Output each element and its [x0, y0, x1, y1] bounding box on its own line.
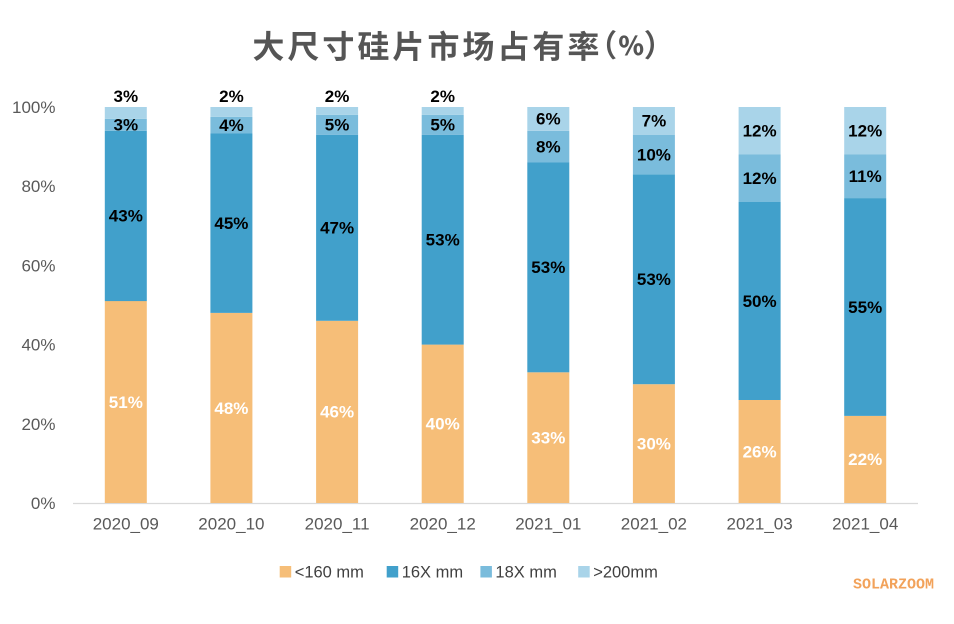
- svg-text:5%: 5%: [325, 116, 350, 135]
- svg-text:2%: 2%: [325, 87, 350, 106]
- svg-text:3%: 3%: [114, 87, 139, 106]
- svg-text:2%: 2%: [219, 87, 244, 106]
- svg-text:26%: 26%: [743, 442, 777, 461]
- svg-text:2021_01: 2021_01: [515, 515, 581, 534]
- svg-text:80%: 80%: [21, 177, 55, 196]
- svg-text:53%: 53%: [426, 231, 460, 250]
- svg-text:2021_02: 2021_02: [621, 515, 687, 534]
- svg-text:7%: 7%: [642, 112, 667, 131]
- svg-text:5%: 5%: [430, 116, 455, 135]
- svg-text:11%: 11%: [849, 167, 882, 186]
- svg-text:2020_09: 2020_09: [93, 515, 159, 534]
- svg-text:8%: 8%: [536, 137, 561, 156]
- svg-text:>200mm: >200mm: [593, 563, 658, 581]
- svg-text:3%: 3%: [114, 116, 139, 135]
- svg-text:33%: 33%: [531, 429, 565, 448]
- svg-text:53%: 53%: [531, 258, 565, 277]
- svg-text:48%: 48%: [214, 399, 248, 418]
- svg-text:6%: 6%: [536, 110, 561, 129]
- svg-text:47%: 47%: [320, 219, 354, 238]
- svg-text:10%: 10%: [637, 145, 671, 164]
- svg-text:16X mm: 16X mm: [402, 563, 463, 581]
- svg-text:12%: 12%: [743, 122, 777, 141]
- svg-text:2020_10: 2020_10: [198, 515, 264, 534]
- svg-text:46%: 46%: [320, 403, 354, 422]
- svg-text:18X mm: 18X mm: [495, 563, 556, 581]
- svg-text:50%: 50%: [743, 292, 777, 311]
- svg-text:2021_03: 2021_03: [727, 515, 793, 534]
- svg-text:53%: 53%: [637, 270, 671, 289]
- svg-text:45%: 45%: [214, 214, 248, 233]
- svg-text:51%: 51%: [109, 393, 143, 412]
- svg-text:43%: 43%: [109, 207, 143, 226]
- svg-text:12%: 12%: [848, 122, 882, 141]
- svg-text:55%: 55%: [848, 298, 882, 317]
- svg-text:4%: 4%: [219, 116, 244, 135]
- svg-text:12%: 12%: [743, 169, 777, 188]
- svg-text:0%: 0%: [31, 494, 56, 513]
- svg-text:40%: 40%: [426, 415, 460, 434]
- svg-text:60%: 60%: [21, 256, 55, 275]
- svg-text:2021_04: 2021_04: [832, 515, 898, 534]
- svg-text:SOLARZOOM: SOLARZOOM: [853, 577, 934, 594]
- svg-text:40%: 40%: [21, 336, 55, 355]
- svg-text:30%: 30%: [637, 434, 671, 453]
- svg-text:20%: 20%: [21, 415, 55, 434]
- svg-text:2%: 2%: [430, 87, 455, 106]
- svg-text:2020_12: 2020_12: [410, 515, 476, 534]
- svg-text:22%: 22%: [848, 450, 882, 469]
- svg-text:100%: 100%: [12, 98, 55, 117]
- svg-text:<160 mm: <160 mm: [295, 563, 364, 581]
- svg-text:2020_11: 2020_11: [305, 515, 370, 534]
